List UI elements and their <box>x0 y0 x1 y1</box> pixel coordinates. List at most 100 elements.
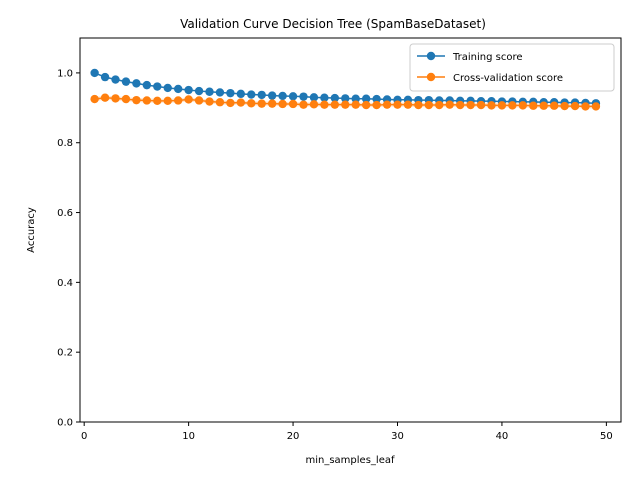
point-cv <box>236 98 246 107</box>
y-axis-title: Accuracy <box>26 207 37 253</box>
y-tick-label: 0.4 <box>57 278 73 289</box>
point-cv <box>570 101 580 111</box>
x-axis-title: min_samples_leaf <box>305 455 394 466</box>
point-training <box>309 93 319 102</box>
point-cv <box>309 100 319 109</box>
point-cv <box>267 99 277 108</box>
point-cv <box>403 100 413 109</box>
point-cv <box>132 95 141 105</box>
point-cv <box>497 101 507 110</box>
point-cv <box>173 96 183 105</box>
point-training <box>184 85 193 95</box>
legend-box <box>409 43 615 92</box>
point-cv <box>476 100 486 110</box>
point-training <box>299 92 308 101</box>
point-cv <box>455 100 465 110</box>
point-cv <box>581 102 590 111</box>
plot-frame <box>79 37 622 423</box>
point-cv <box>518 101 528 110</box>
point-cv <box>288 99 298 109</box>
point-cv <box>194 96 204 105</box>
point-cv <box>529 101 538 110</box>
point-training <box>257 90 266 100</box>
x-tick-label: 40 <box>496 431 509 442</box>
point-cv <box>372 100 381 110</box>
point-cv <box>393 100 402 109</box>
point-cv <box>445 100 454 109</box>
series-layer <box>90 68 601 111</box>
point-training <box>90 68 99 78</box>
point-cv <box>435 100 444 110</box>
point-cv <box>153 96 162 106</box>
point-training <box>351 94 360 103</box>
x-tick-label: 20 <box>287 431 300 442</box>
point-training <box>320 93 329 102</box>
point-training <box>361 94 371 103</box>
point-training <box>226 88 235 98</box>
point-cv <box>351 100 360 109</box>
point-cv <box>539 101 548 110</box>
point-cv <box>121 94 131 104</box>
point-cv <box>90 94 99 104</box>
point-training <box>215 88 225 97</box>
point-training <box>163 83 172 93</box>
point-training <box>173 84 183 94</box>
point-training <box>132 79 141 88</box>
point-cv <box>320 100 329 109</box>
legend-marker-cv <box>426 72 436 82</box>
x-tick-label: 0 <box>81 431 87 442</box>
point-training <box>278 91 287 101</box>
point-cv <box>257 99 266 108</box>
x-axis: 0 10 20 30 40 50 <box>81 422 613 442</box>
point-cv <box>142 96 152 105</box>
y-tick-label: 0.8 <box>57 138 73 149</box>
legend-label-training: Training score <box>452 52 523 63</box>
point-cv <box>111 94 120 103</box>
point-cv <box>247 99 256 108</box>
y-axis: 0.0 0.2 0.4 0.6 0.8 1.0 <box>57 68 80 429</box>
chart-title: Validation Curve Decision Tree (SpamBase… <box>180 17 486 31</box>
point-training <box>267 91 277 100</box>
point-training <box>194 86 204 96</box>
point-cv <box>591 102 601 111</box>
x-tick-label: 50 <box>600 431 613 442</box>
point-cv <box>487 101 496 110</box>
point-training <box>372 94 381 104</box>
point-cv <box>278 99 287 109</box>
point-cv <box>330 100 340 109</box>
point-cv <box>560 101 569 111</box>
point-cv <box>100 93 110 102</box>
y-tick-label: 0.6 <box>57 208 73 219</box>
y-tick-label: 0.0 <box>57 418 73 429</box>
point-cv <box>424 100 434 110</box>
x-tick-label: 10 <box>182 431 195 442</box>
point-cv <box>215 98 225 107</box>
y-tick-label: 1.0 <box>57 68 73 79</box>
point-cv <box>414 100 423 110</box>
point-cv <box>205 97 214 106</box>
legend-marker-training <box>426 51 436 61</box>
point-cv <box>466 100 475 110</box>
legend: Training score Cross-validation score <box>409 43 615 92</box>
point-cv <box>382 100 392 109</box>
legend-label-cv: Cross-validation score <box>453 73 563 84</box>
point-cv <box>361 100 371 110</box>
point-training <box>153 82 162 91</box>
point-training <box>330 93 340 103</box>
point-training <box>205 87 214 96</box>
point-cv <box>549 101 559 110</box>
point-training <box>247 90 256 99</box>
point-training <box>341 94 350 103</box>
x-tick-label: 30 <box>391 431 404 442</box>
point-cv <box>226 98 235 108</box>
point-cv <box>341 100 350 109</box>
point-cv <box>299 100 308 109</box>
point-training <box>111 75 120 84</box>
point-cv <box>508 101 517 110</box>
point-cv <box>184 95 193 104</box>
point-cv <box>163 96 172 106</box>
point-training <box>236 89 246 99</box>
point-training <box>288 92 298 101</box>
point-training <box>142 80 152 90</box>
